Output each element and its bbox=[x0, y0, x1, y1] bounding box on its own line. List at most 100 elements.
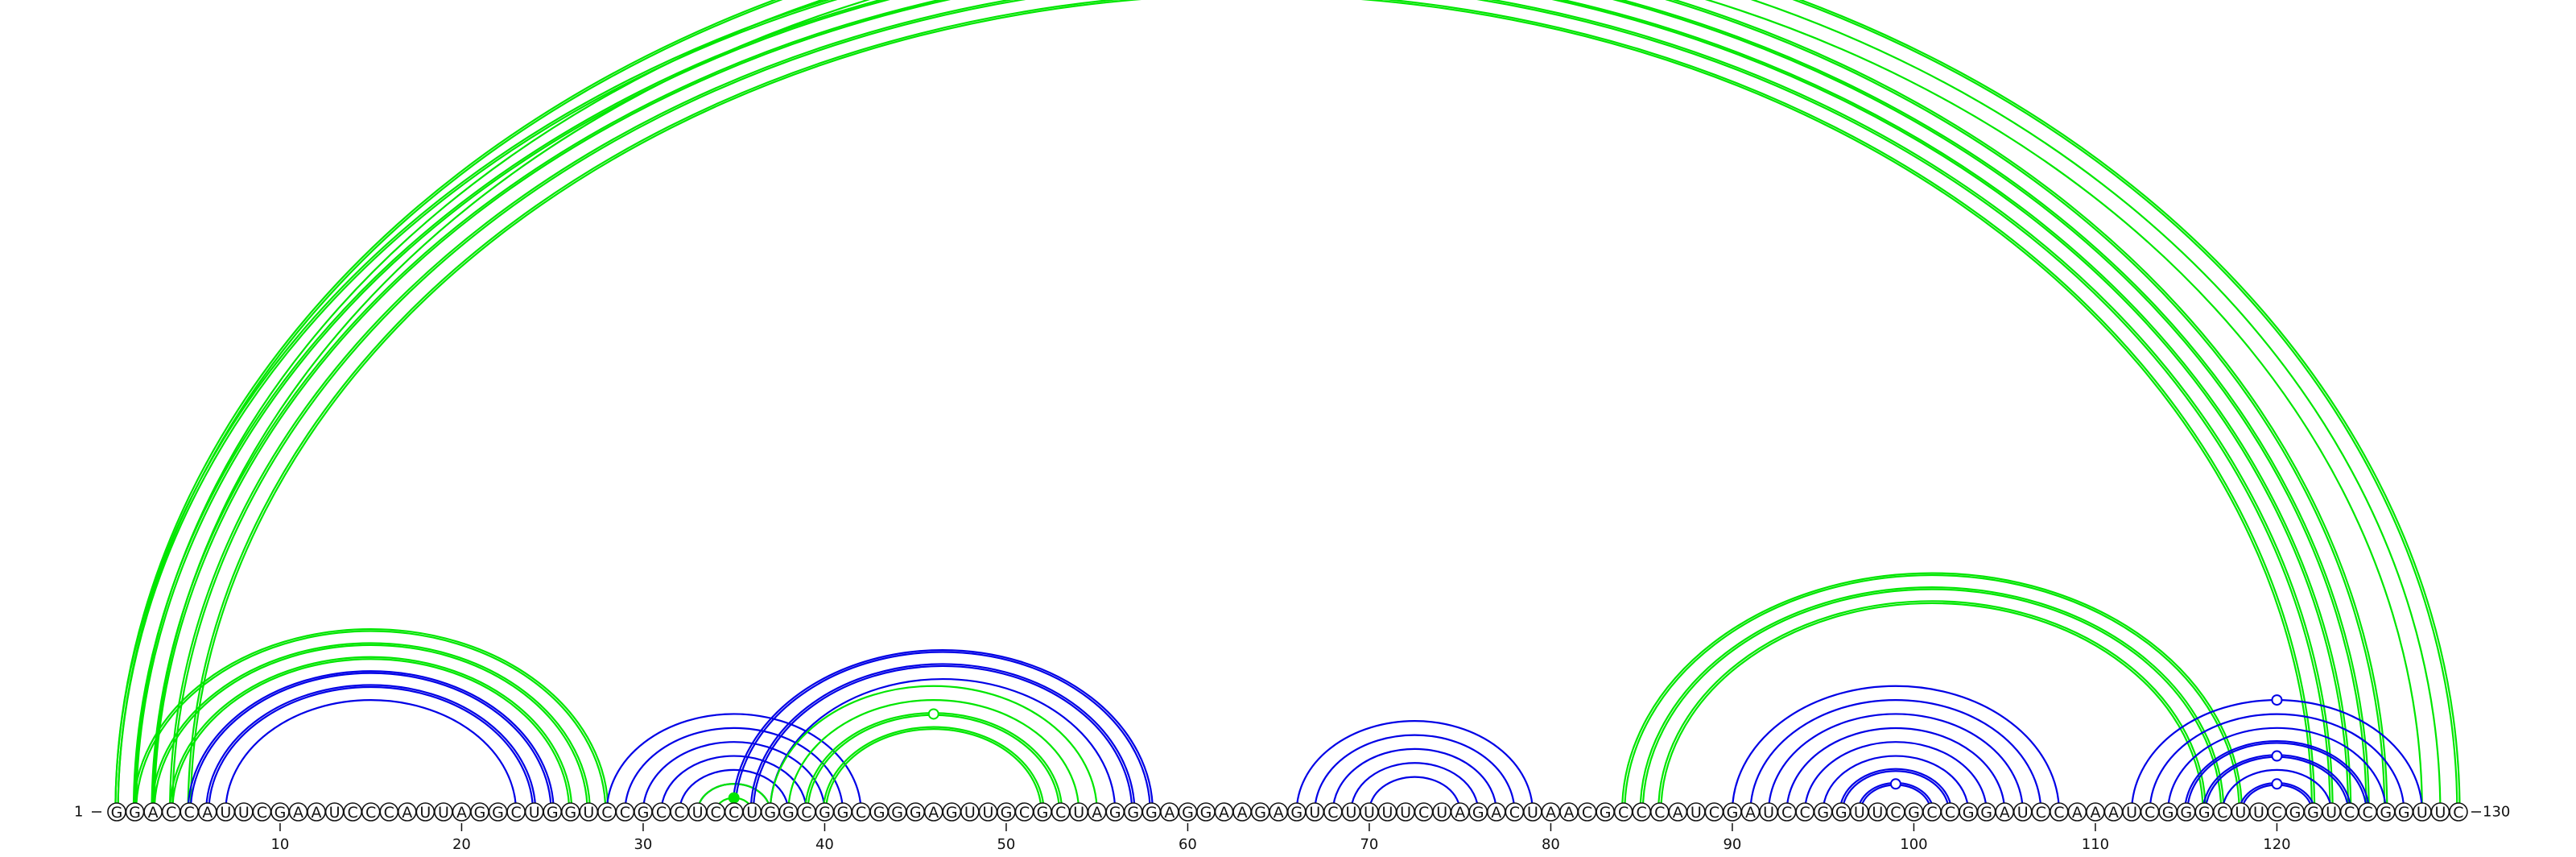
nucleotide-letter-72: U bbox=[1400, 804, 1411, 822]
nucleotide-letter-105: A bbox=[2000, 804, 2010, 822]
nucleotide-letter-104: G bbox=[1980, 804, 1992, 822]
arc-blue-94-104-line-1 bbox=[1805, 742, 1987, 812]
nucleotide-letter-39: C bbox=[801, 804, 811, 822]
sequence-end-label: 130 bbox=[2483, 804, 2510, 821]
nucleotide-letter-69: U bbox=[1345, 804, 1356, 822]
arc-marker-green-39-53 bbox=[929, 709, 939, 718]
nucleotide-letter-92: U bbox=[1763, 804, 1774, 822]
arc-green-1-130-line-1 bbox=[118, 0, 2458, 812]
arc-green-3-27-line-2 bbox=[152, 643, 590, 812]
nucleotide-letter-124: C bbox=[2344, 804, 2355, 822]
nucleotide-letter-46: A bbox=[928, 804, 939, 822]
position-label-100: 100 bbox=[1900, 836, 1927, 853]
arc-green-84-118-line-2 bbox=[1622, 573, 2242, 812]
nucleotide-letter-17: A bbox=[402, 804, 412, 822]
nucleotide-letter-60: G bbox=[1182, 804, 1194, 822]
nucleotide-letter-117: C bbox=[2217, 804, 2227, 822]
nucleotide-letter-125: C bbox=[2363, 804, 2373, 822]
nucleotide-letter-81: A bbox=[1564, 804, 1575, 822]
nucleotide-letter-115: G bbox=[2180, 804, 2192, 822]
nucleotide-letter-14: C bbox=[348, 804, 358, 822]
nucleotide-letter-119: U bbox=[2253, 804, 2264, 822]
nucleotide-letter-127: G bbox=[2398, 804, 2410, 822]
nucleotide-letter-83: G bbox=[1600, 804, 1612, 822]
nucleotide-letter-51: C bbox=[1019, 804, 1030, 822]
nucleotide-letter-67: U bbox=[1309, 804, 1320, 822]
nucleotide-letter-23: C bbox=[510, 804, 521, 822]
nucleotide-letter-122: G bbox=[2307, 804, 2319, 822]
nucleotide-letter-100: G bbox=[1908, 804, 1920, 822]
nucleotide-letter-77: A bbox=[1491, 804, 1501, 822]
nucleotide-letter-32: C bbox=[674, 804, 684, 822]
nucleotide-letter-70: U bbox=[1364, 804, 1375, 822]
nucleotide-letter-61: G bbox=[1200, 804, 1212, 822]
nucleotide-letter-10: G bbox=[275, 804, 287, 822]
position-label-80: 80 bbox=[1542, 836, 1560, 853]
nucleotide-letter-25: G bbox=[547, 804, 559, 822]
nucleotide-letter-9: C bbox=[257, 804, 267, 822]
nucleotide-letter-21: G bbox=[474, 804, 486, 822]
nucleotide-letter-116: G bbox=[2198, 804, 2211, 822]
arc-blue-35-58-line-1 bbox=[735, 652, 1150, 812]
position-label-20: 20 bbox=[452, 836, 471, 853]
nucleotide-letter-128: U bbox=[2417, 804, 2428, 822]
nucleotide-letter-50: G bbox=[1001, 804, 1013, 822]
nucleotide-letter-76: G bbox=[1472, 804, 1484, 822]
nucleotide-letter-75: A bbox=[1455, 804, 1465, 822]
nucleotide-letter-20: A bbox=[456, 804, 467, 822]
nucleotide-letter-118: U bbox=[2235, 804, 2246, 822]
nucleotide-letter-80: A bbox=[1546, 804, 1556, 822]
nucleotide-letter-59: A bbox=[1164, 804, 1174, 822]
nucleotide-letter-111: A bbox=[2108, 804, 2119, 822]
arc-green-3-27-line-1 bbox=[155, 645, 588, 812]
sequence-start-label: 1 bbox=[74, 804, 83, 821]
nucleotide-letter-114: G bbox=[2162, 804, 2174, 822]
nucleotide-letter-103: G bbox=[1963, 804, 1975, 822]
nucleotide-letter-16: C bbox=[384, 804, 394, 822]
arc-blue-6-24-line-1 bbox=[208, 687, 533, 812]
arc-green-2-129-line-1 bbox=[135, 0, 2441, 812]
nucleotide-letter-112: U bbox=[2126, 804, 2137, 822]
arc-blue-90-108-line-1 bbox=[1732, 686, 2059, 812]
nucleotide-letter-24: U bbox=[529, 804, 540, 822]
nucleotide-letter-7: U bbox=[220, 804, 231, 822]
nucleotide-letter-87: A bbox=[1673, 804, 1683, 822]
nucleotide-letter-102: C bbox=[1945, 804, 1955, 822]
position-label-70: 70 bbox=[1360, 836, 1378, 853]
arc-blue-68-77-line-1 bbox=[1333, 749, 1496, 812]
nucleotide-letter-99: C bbox=[1890, 804, 1901, 822]
arc-marker-blue-112-128 bbox=[2272, 695, 2281, 705]
markers-layer bbox=[729, 0, 2282, 803]
nucleotide-letter-37: G bbox=[764, 804, 776, 822]
nucleotide-letter-47: G bbox=[946, 804, 958, 822]
nucleotide-letter-31: C bbox=[656, 804, 667, 822]
nucleotide-letter-126: G bbox=[2380, 804, 2392, 822]
nucleotide-letter-12: A bbox=[312, 804, 322, 822]
position-label-60: 60 bbox=[1179, 836, 1197, 853]
nucleotide-letter-30: G bbox=[638, 804, 650, 822]
arc-blue-67-78-line-1 bbox=[1315, 735, 1514, 812]
nucleotide-letter-86: C bbox=[1654, 804, 1665, 822]
nucleotide-letter-97: U bbox=[1854, 804, 1865, 822]
nucleotide-letter-13: U bbox=[329, 804, 341, 822]
nucleotide-letter-54: U bbox=[1073, 804, 1084, 822]
nucleotide-letter-106: U bbox=[2017, 804, 2029, 822]
nucleotide-letter-11: A bbox=[293, 804, 303, 822]
arc-green-5-122-line-2 bbox=[188, 0, 2315, 812]
nucleotide-letter-48: U bbox=[964, 804, 976, 822]
nucleotide-letter-1: G bbox=[111, 804, 123, 822]
nucleotide-letter-36: U bbox=[746, 804, 758, 822]
nucleotide-letter-35: C bbox=[729, 804, 739, 822]
nucleotide-letter-101: C bbox=[1926, 804, 1937, 822]
nucleotide-letter-121: G bbox=[2289, 804, 2301, 822]
nucleotide-letter-85: C bbox=[1637, 804, 1647, 822]
nucleotide-letter-19: U bbox=[438, 804, 449, 822]
nucleotide-letter-64: G bbox=[1254, 804, 1266, 822]
nucleotide-letter-110: A bbox=[2090, 804, 2100, 822]
arc-green-1-130-line-2 bbox=[115, 0, 2459, 812]
nucleotide-letter-90: G bbox=[1727, 804, 1739, 822]
arc-blue-93-105-line-1 bbox=[1787, 728, 2005, 812]
nucleotide-letter-94: C bbox=[1800, 804, 1810, 822]
arc-green-3-124-line-1 bbox=[155, 0, 2348, 812]
